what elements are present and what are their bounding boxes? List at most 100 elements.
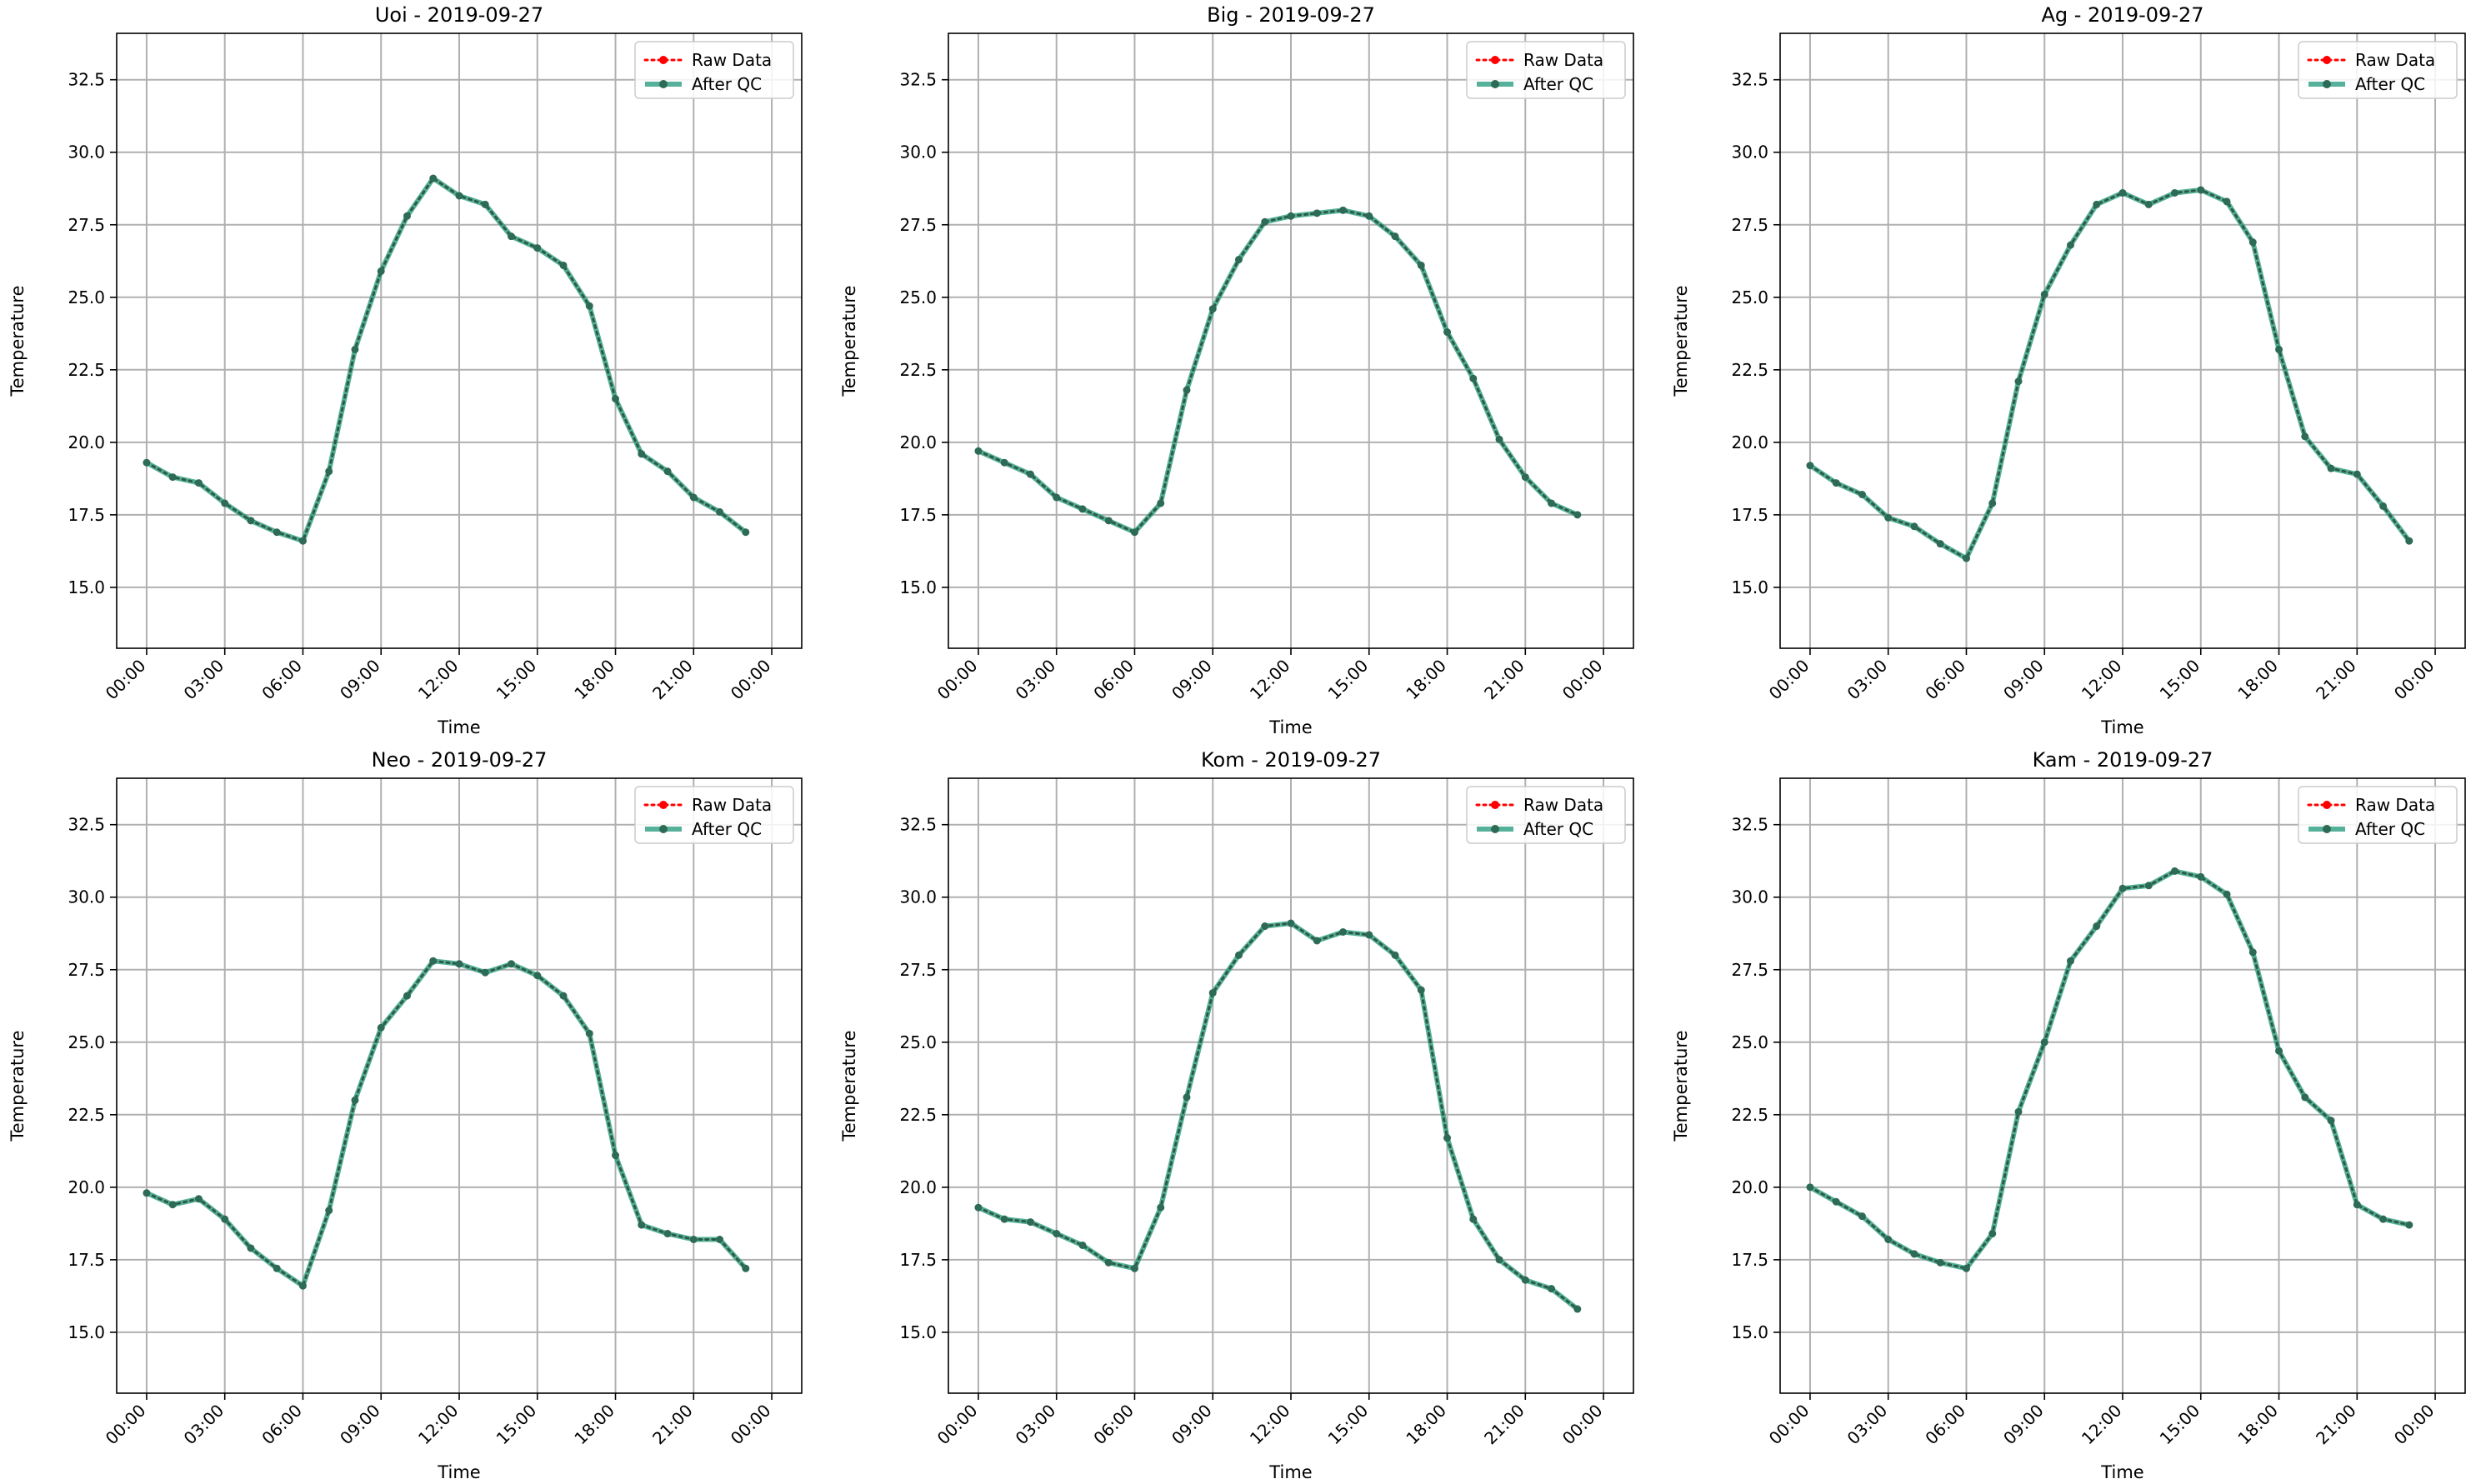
data-point bbox=[403, 212, 411, 220]
data-point bbox=[221, 1215, 229, 1223]
data-point bbox=[2327, 1117, 2335, 1125]
legend-qc-marker bbox=[2323, 80, 2331, 88]
data-point bbox=[638, 1221, 646, 1229]
y-tick-label: 25.0 bbox=[1731, 287, 1768, 307]
y-tick-label: 25.0 bbox=[899, 1032, 937, 1052]
data-point bbox=[1026, 1218, 1034, 1227]
x-tick-label: 15:00 bbox=[493, 656, 541, 704]
data-point bbox=[2144, 200, 2153, 208]
x-tick-label: 21:00 bbox=[2312, 656, 2360, 704]
x-tick-label: 00:00 bbox=[2390, 656, 2438, 704]
data-point bbox=[1573, 1305, 1582, 1313]
data-point bbox=[663, 467, 672, 476]
data-point bbox=[325, 1207, 333, 1215]
y-tick-label: 22.5 bbox=[1731, 360, 1768, 380]
y-tick-label: 22.5 bbox=[899, 360, 937, 380]
y-tick-label: 30.0 bbox=[899, 887, 937, 907]
data-point bbox=[2066, 241, 2074, 249]
y-tick-label: 32.5 bbox=[68, 70, 105, 90]
x-tick-label: 18:00 bbox=[570, 656, 618, 704]
x-axis-label: Time bbox=[1268, 1462, 1312, 1482]
data-point bbox=[2040, 1038, 2048, 1047]
series-line-raw-data bbox=[977, 208, 1579, 534]
x-tick-label: 09:00 bbox=[1168, 656, 1216, 704]
data-point bbox=[1261, 922, 1269, 931]
y-axis-label: Temperature bbox=[8, 285, 28, 397]
y-tick-label: 20.0 bbox=[68, 432, 105, 452]
data-point bbox=[1078, 505, 1087, 513]
legend: Raw Data After QC bbox=[2298, 41, 2458, 99]
subplot-4: 15.0 17.5 20.0 22.5 25.0 27.5 30.0 32.5 00:00 03:… bbox=[8, 748, 803, 1482]
y-tick-label: 17.5 bbox=[899, 505, 937, 525]
data-point bbox=[1936, 1258, 1944, 1267]
series-line-after-qc bbox=[977, 921, 1579, 1312]
data-point bbox=[1000, 458, 1008, 467]
legend-label: After QC bbox=[1523, 819, 1593, 839]
data-point bbox=[2275, 345, 2283, 353]
legend-label: Raw Data bbox=[2355, 795, 2435, 815]
legend-qc-marker bbox=[2323, 825, 2331, 833]
y-axis-label: Temperature bbox=[839, 285, 859, 397]
y-tick-label: 32.5 bbox=[899, 70, 937, 90]
series-line-raw-data bbox=[1808, 188, 2411, 561]
data-point bbox=[2118, 188, 2127, 197]
y-tick-label: 17.5 bbox=[1731, 505, 1768, 525]
data-point bbox=[247, 517, 255, 525]
series-line-raw-data bbox=[145, 959, 748, 1288]
x-tick-label: 15:00 bbox=[1324, 1401, 1373, 1449]
data-point bbox=[508, 960, 516, 968]
legend-label: After QC bbox=[2355, 74, 2425, 94]
y-tick-label: 27.5 bbox=[1731, 215, 1768, 235]
y-tick-label: 17.5 bbox=[899, 1250, 937, 1270]
legend-raw-marker bbox=[2323, 56, 2331, 64]
legend: Raw Data After QC bbox=[1466, 786, 1626, 844]
data-point bbox=[638, 450, 646, 458]
y-tick-label: 17.5 bbox=[1731, 1250, 1768, 1270]
data-point bbox=[403, 992, 411, 1000]
series-line-raw-data bbox=[977, 922, 1579, 1311]
y-tick-label: 27.5 bbox=[899, 960, 937, 980]
legend: Raw Data After QC bbox=[2298, 786, 2458, 844]
data-point bbox=[1078, 1241, 1087, 1249]
x-tick-label: 00:00 bbox=[1558, 656, 1607, 704]
data-point bbox=[1339, 206, 1348, 214]
x-tick-label: 03:00 bbox=[1843, 656, 1892, 704]
data-point bbox=[2040, 290, 2048, 298]
x-tick-label: 00:00 bbox=[1765, 1401, 1813, 1449]
data-point bbox=[1832, 479, 1840, 487]
x-axis-label: Time bbox=[2100, 717, 2143, 737]
data-point bbox=[1104, 1258, 1113, 1267]
x-tick-label: 00:00 bbox=[933, 1401, 982, 1449]
data-point bbox=[1806, 462, 1814, 470]
data-point bbox=[1858, 491, 1866, 498]
series-line-after-qc bbox=[145, 176, 748, 544]
subplot-5: 15.0 17.5 20.0 22.5 25.0 27.5 30.0 32.5 00:00 03:… bbox=[839, 748, 1634, 1482]
y-tick-label: 32.5 bbox=[68, 815, 105, 835]
data-point bbox=[273, 528, 281, 537]
axes-frame bbox=[1779, 32, 2466, 649]
x-tick-label: 21:00 bbox=[648, 1401, 697, 1449]
legend-label: Raw Data bbox=[692, 795, 772, 815]
data-point bbox=[1832, 1197, 1840, 1206]
data-point bbox=[1000, 1215, 1008, 1223]
series-line-after-qc bbox=[145, 958, 748, 1289]
y-tick-label: 15.0 bbox=[899, 577, 937, 597]
data-point bbox=[1910, 522, 1918, 531]
data-point bbox=[194, 1195, 203, 1203]
series-line-after-qc bbox=[1808, 868, 2410, 1272]
legend-label: After QC bbox=[692, 819, 762, 839]
data-point bbox=[221, 499, 229, 507]
data-point bbox=[2223, 197, 2231, 206]
data-point bbox=[1183, 1093, 1191, 1102]
x-tick-label: 06:00 bbox=[1921, 1401, 1969, 1449]
data-point bbox=[742, 528, 750, 537]
data-point bbox=[481, 968, 489, 977]
data-point bbox=[1104, 517, 1113, 525]
x-tick-label: 15:00 bbox=[1324, 656, 1373, 704]
y-tick-label: 32.5 bbox=[1731, 70, 1768, 90]
data-point bbox=[1391, 232, 1399, 241]
subplot-3: 15.0 17.5 20.0 22.5 25.0 27.5 30.0 32.5 00:00 03:… bbox=[1671, 3, 2466, 737]
data-point bbox=[689, 1236, 698, 1243]
y-tick-label: 15.0 bbox=[1731, 1322, 1768, 1342]
